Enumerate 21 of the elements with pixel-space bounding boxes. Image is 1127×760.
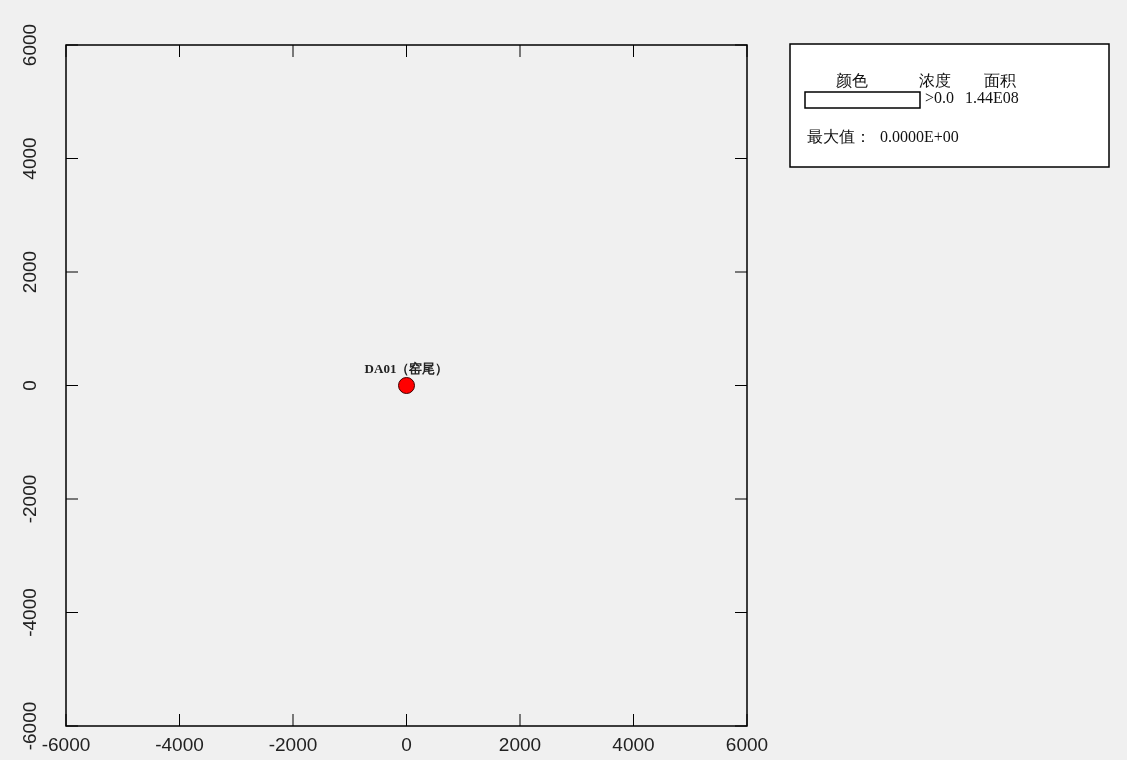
text: 0.0000E+00 bbox=[880, 128, 959, 145]
text: 浓度 bbox=[919, 72, 951, 89]
y-tick-label: -2000 bbox=[19, 474, 40, 524]
y-tick-label: 4000 bbox=[19, 137, 40, 180]
y-tick-label: 2000 bbox=[19, 250, 40, 294]
x-tick-label: -4000 bbox=[155, 734, 204, 755]
text: 1.44E08 bbox=[965, 89, 1019, 106]
x-tick-label: 6000 bbox=[725, 734, 769, 755]
series-label: DA01（窑尾） bbox=[364, 360, 449, 376]
x-tick-label: -6000 bbox=[41, 734, 91, 755]
text: 面积 bbox=[984, 72, 1016, 89]
y-tick-label: 0 bbox=[19, 380, 40, 391]
y-tick-label: 6000 bbox=[19, 23, 40, 67]
x-tick-label: -2000 bbox=[268, 734, 318, 755]
x-tick-label: 0 bbox=[401, 734, 412, 755]
text: >0.0 bbox=[925, 89, 955, 106]
x-tick-label: 4000 bbox=[612, 734, 655, 755]
text: 颜色 bbox=[836, 72, 868, 89]
text: 最大值： bbox=[807, 128, 871, 145]
y-tick-label: -4000 bbox=[19, 588, 40, 637]
x-tick-label: 2000 bbox=[498, 734, 542, 755]
